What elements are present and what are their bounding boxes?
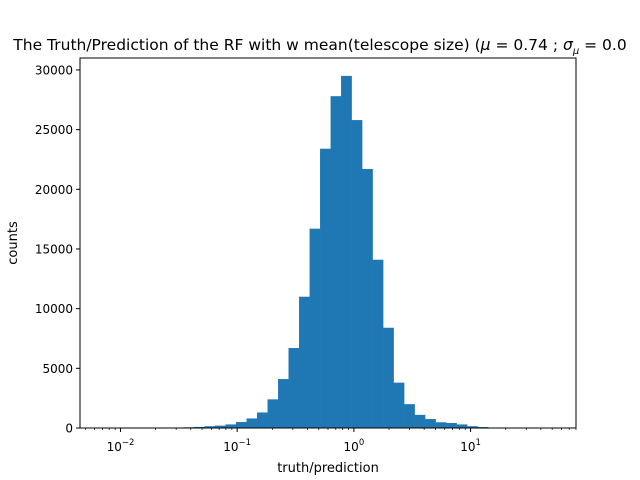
x-tick-label: 100 [344, 438, 365, 454]
histogram-bar [383, 327, 394, 428]
histogram-bar [467, 426, 478, 428]
histogram-bar [425, 419, 436, 428]
y-axis-ticks: 0 5000 10000 15000 20000 25000 30000 [35, 63, 80, 436]
histogram-bar [267, 399, 279, 428]
y-tick-label: 0 [65, 422, 73, 436]
chart-title-mu-value: = 0.74 ; [491, 36, 563, 54]
x-tick-label-exponent: −2 [122, 438, 135, 448]
histogram-bars [173, 75, 499, 429]
histogram-bar [372, 259, 384, 428]
chart-title: The Truth/Prediction of the RF with w me… [12, 36, 626, 57]
chart-title-text: The Truth/Prediction of the RF with w me… [12, 36, 480, 54]
histogram-bar [288, 348, 300, 428]
histogram-bar [362, 169, 373, 428]
histogram-bar [215, 425, 226, 428]
y-axis-label: counts [6, 221, 21, 265]
x-tick-label-base: 10 [344, 440, 359, 454]
histogram-bar [225, 424, 237, 428]
histogram-bar [299, 296, 310, 428]
y-tick-label: 30000 [35, 63, 73, 77]
y-tick-label: 10000 [35, 302, 73, 316]
histogram-bar [236, 422, 247, 428]
histogram-bar [204, 426, 216, 428]
histogram-bar [435, 422, 447, 428]
x-tick-label-exponent: −1 [239, 438, 252, 448]
chart-title-sigma-value: = 0.0 [579, 36, 627, 54]
histogram-bar [309, 228, 321, 428]
y-tick-label: 20000 [35, 183, 73, 197]
x-tick-label: 101 [460, 438, 481, 454]
x-axis-label: truth/prediction [277, 461, 379, 476]
x-tick-label-base: 10 [107, 440, 122, 454]
x-axis-ticks: 10−2 10−1 100 101 [84, 428, 577, 454]
x-tick-label-exponent: 1 [476, 438, 481, 448]
x-tick-label-exponent: 0 [359, 438, 364, 448]
histogram-bar [194, 426, 205, 428]
histogram-bar [446, 422, 457, 428]
histogram-bar [320, 148, 331, 428]
chart-title-sigma-subscript: μ [572, 46, 579, 57]
histogram-bar [278, 379, 289, 428]
histogram-bar [393, 382, 405, 428]
histogram-bar [456, 424, 468, 428]
chart-title-sigma-symbol: σ [563, 36, 574, 54]
chart-title-mu-symbol: μ [480, 36, 491, 54]
plot-frame [79, 57, 577, 429]
histogram-bar [404, 404, 415, 428]
histogram-bar [414, 414, 426, 428]
histogram-bar [330, 96, 342, 428]
y-tick-label: 5000 [42, 362, 73, 376]
x-tick-label: 10−1 [223, 438, 251, 454]
x-tick-label: 10−2 [107, 438, 135, 454]
y-tick-label: 25000 [35, 123, 73, 137]
histogram-bar [341, 75, 352, 429]
histogram-bar [257, 412, 268, 428]
x-tick-label-base: 10 [460, 440, 475, 454]
histogram-bar [351, 120, 363, 428]
y-tick-label: 15000 [35, 242, 73, 256]
x-tick-label-base: 10 [223, 440, 238, 454]
histogram-bar [246, 418, 258, 428]
